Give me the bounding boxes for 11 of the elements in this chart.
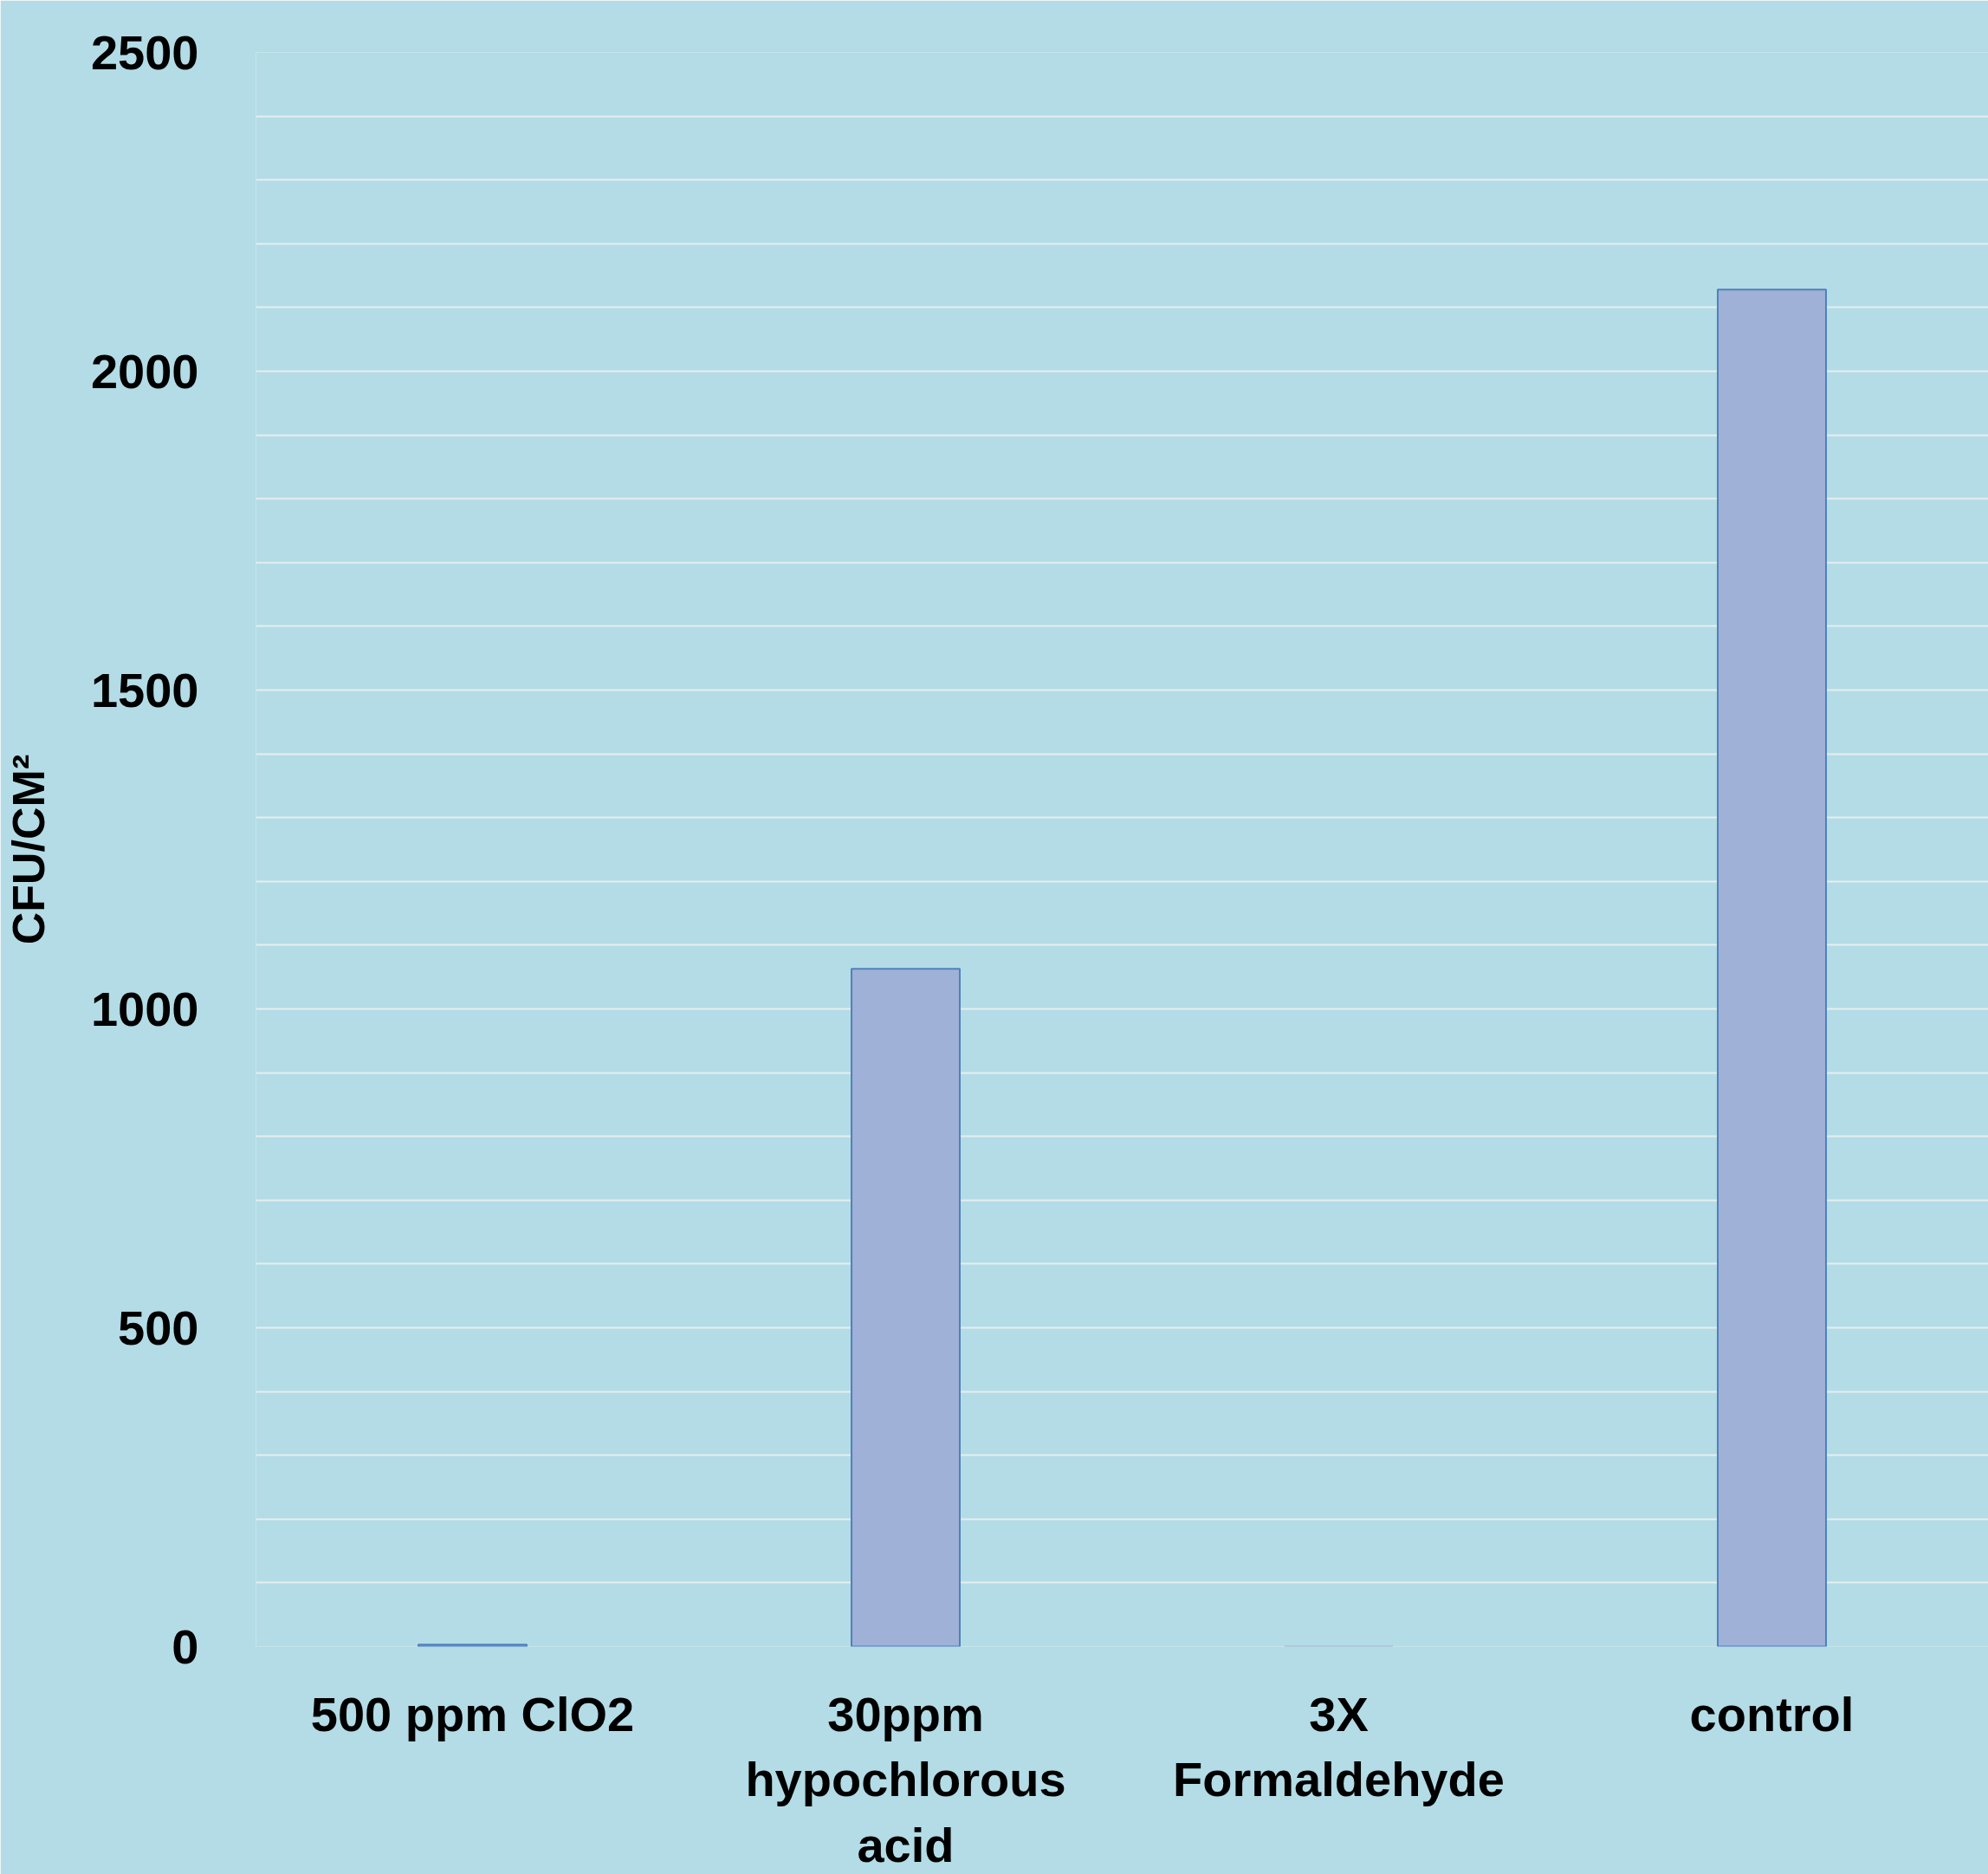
x-tick-label: control <box>1689 1686 1855 1741</box>
y-tick-label: 2500 <box>90 24 199 80</box>
x-tick-label: 3X Formaldehyde <box>1173 1686 1505 1807</box>
y-tick-label: 2000 <box>90 343 199 399</box>
y-tick-label: 0 <box>172 1618 199 1674</box>
x-tick-label: 30ppm hypochlorous acid <box>745 1686 1066 1872</box>
x-tick-label: 500 ppm ClO2 <box>310 1686 635 1741</box>
y-axis-title: CFU/CM² <box>3 754 54 945</box>
y-tick-label: 1000 <box>90 981 199 1036</box>
y-tick-label: 500 <box>118 1300 199 1355</box>
y-tick-label: 1500 <box>90 662 199 717</box>
